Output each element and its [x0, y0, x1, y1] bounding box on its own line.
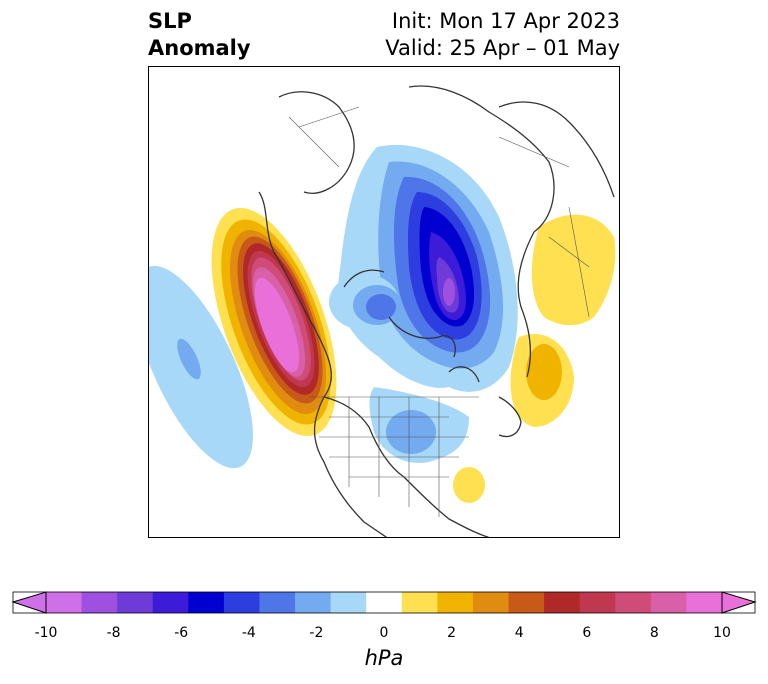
colorbar: [11, 591, 757, 614]
colorbar-segment: [437, 592, 474, 613]
hudson-low-anomaly: [329, 274, 469, 463]
colorbar-tick-label: -6: [174, 625, 189, 641]
colorbar-outline: [12, 591, 756, 614]
colorbar-segment: [295, 592, 332, 613]
colorbar-tick-label: -10: [34, 625, 58, 641]
colorbar-segment: [259, 592, 296, 613]
pacific-high-anomaly: [211, 207, 337, 437]
colorbar-segment: [579, 592, 616, 613]
coastlines: [258, 85, 615, 537]
atlantic-high-anomaly: [453, 467, 485, 503]
colorbar-tick-label: 8: [649, 625, 659, 641]
colorbar-segment: [366, 592, 403, 613]
colorbar-segment: [401, 592, 438, 613]
title-anomaly: Anomaly: [148, 36, 251, 60]
colorbar-tick-label: -8: [106, 625, 121, 641]
colorbar-low-extend: [11, 591, 47, 614]
colorbar-segment: [152, 592, 189, 613]
colorbar-tick-label: -4: [241, 625, 256, 641]
colorbar-segments: [46, 592, 723, 613]
map-panel: [148, 66, 620, 538]
colorbar-tick-label: -2: [309, 625, 324, 641]
init-date: Init: Mon 17 Apr 2023: [391, 9, 620, 33]
colorbar-segment: [46, 592, 83, 613]
colorbar-unit: hPa: [364, 646, 404, 670]
colorbar-tick-label: 10: [713, 625, 731, 641]
map-title-left: SLP Anomaly: [148, 8, 251, 62]
valid-range: Valid: 25 Apr – 01 May: [385, 36, 620, 60]
west-pacific-low-anomaly: [149, 265, 253, 469]
colorbar-tick-label: 0: [379, 625, 389, 641]
map-title-right: Init: Mon 17 Apr 2023 Valid: 25 Apr – 01…: [385, 8, 620, 62]
europe-high-anomaly: [510, 214, 616, 427]
colorbar-segment: [544, 592, 581, 613]
colorbar-segment: [650, 592, 687, 613]
anomaly-map: [149, 85, 616, 537]
colorbar-segment: [188, 592, 225, 613]
title-slp: SLP: [148, 9, 192, 33]
colorbar-segment: [615, 592, 652, 613]
colorbar-segment: [81, 592, 118, 613]
colorbar-high-extend: [721, 591, 757, 614]
borders: [288, 106, 590, 517]
colorbar-segment: [330, 592, 367, 613]
colorbar-tick-label: 6: [582, 625, 592, 641]
colorbar-segment: [508, 592, 545, 613]
colorbar-tick-label: 2: [447, 625, 457, 641]
colorbar-segment: [686, 592, 723, 613]
colorbar-segment: [117, 592, 154, 613]
colorbar-tick-label: 4: [514, 625, 524, 641]
colorbar-segment: [223, 592, 260, 613]
arctic-low-anomaly: [338, 144, 518, 392]
colorbar-segment: [472, 592, 510, 613]
